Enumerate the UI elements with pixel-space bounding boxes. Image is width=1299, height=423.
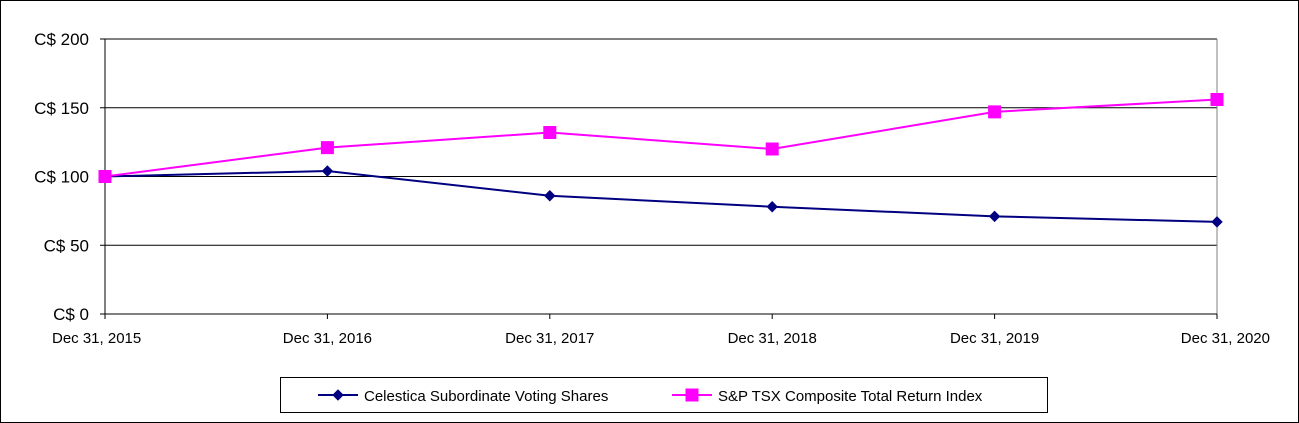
y-tick-label: C$ 100 bbox=[34, 168, 89, 187]
x-tick-label: Dec 31, 2019 bbox=[950, 330, 1039, 347]
data-point-square bbox=[988, 105, 1002, 119]
legend-marker-diamond bbox=[332, 389, 344, 401]
legend-item-1: S&P TSX Composite Total Return Index bbox=[672, 388, 983, 405]
data-point-diamond bbox=[766, 201, 778, 213]
series-layer bbox=[98, 93, 1224, 228]
legend-box bbox=[280, 377, 1048, 413]
legend-label: S&P TSX Composite Total Return Index bbox=[718, 388, 983, 405]
data-point-diamond bbox=[321, 165, 334, 177]
legend-item-0: Celestica Subordinate Voting Shares bbox=[318, 388, 608, 405]
data-point-square bbox=[1210, 93, 1224, 106]
series-line-1 bbox=[104, 98, 1218, 178]
series-line-0 bbox=[104, 169, 1218, 223]
x-tick-label: Dec 31, 2018 bbox=[728, 330, 817, 347]
x-tick-label: Dec 31, 2015 bbox=[52, 330, 141, 347]
data-point-square bbox=[320, 141, 334, 155]
y-tick-label: C$ 50 bbox=[44, 236, 89, 255]
axis-layer: C$ 0 C$ 50 C$ 100 C$ 150 C$ 200 Dec 31, 2015 D… bbox=[34, 30, 1270, 347]
legend-label: Celestica Subordinate Voting Shares bbox=[364, 388, 608, 405]
y-tick-label: C$ 200 bbox=[34, 30, 89, 49]
series-1 bbox=[98, 93, 1224, 183]
legend: Celestica Subordinate Voting Shares S&P T… bbox=[280, 377, 1048, 413]
data-point-square bbox=[765, 142, 779, 156]
x-tick-label: Dec 31, 2017 bbox=[505, 330, 594, 347]
y-tick-label: C$ 0 bbox=[53, 305, 89, 324]
data-point-diamond bbox=[1211, 216, 1223, 228]
x-tick-label: Dec 31, 2016 bbox=[283, 330, 372, 347]
data-point-square bbox=[98, 170, 112, 183]
legend-marker-square bbox=[685, 388, 699, 402]
data-point-diamond bbox=[544, 190, 556, 202]
y-tick-label: C$ 150 bbox=[34, 99, 89, 118]
data-point-square bbox=[543, 126, 557, 139]
x-tick-label: Dec 31, 2020 bbox=[1181, 330, 1270, 347]
grid-layer bbox=[105, 38, 1218, 314]
data-point-diamond bbox=[988, 210, 1001, 223]
